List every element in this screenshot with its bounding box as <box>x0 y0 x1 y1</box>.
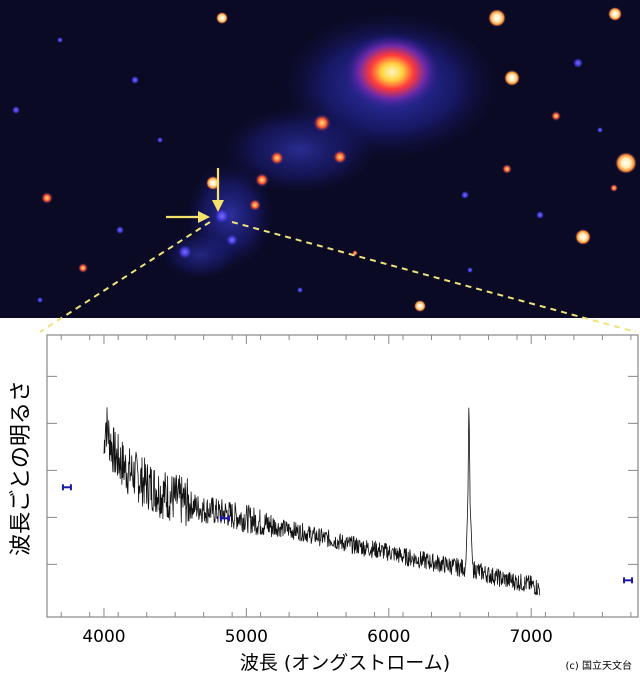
galaxy-image <box>0 0 640 318</box>
x-tick-label: 4000 <box>82 627 125 647</box>
copyright-notice: (c) 国立天文台 <box>565 661 632 672</box>
x-axis-label: 波長 (オングストローム) <box>239 652 451 674</box>
error-bar <box>623 577 634 584</box>
x-tick-label: 6000 <box>367 627 410 647</box>
plot-frame <box>46 334 639 618</box>
x-tick-label: 7000 <box>510 627 553 647</box>
spectrum-chart: 4000 5000 6000 7000 <box>46 334 639 647</box>
error-bar <box>220 515 231 522</box>
galaxy-core <box>344 34 440 110</box>
down-arrow <box>212 168 224 212</box>
y-axis-label-box: 波長ごとの明るさ <box>2 318 36 618</box>
x-tick-label: 5000 <box>225 627 268 647</box>
spectrum-line <box>103 407 541 596</box>
error-bar <box>61 484 72 491</box>
right-arrow <box>166 211 210 223</box>
y-axis-label: 波長ごとの明るさ <box>9 380 34 556</box>
